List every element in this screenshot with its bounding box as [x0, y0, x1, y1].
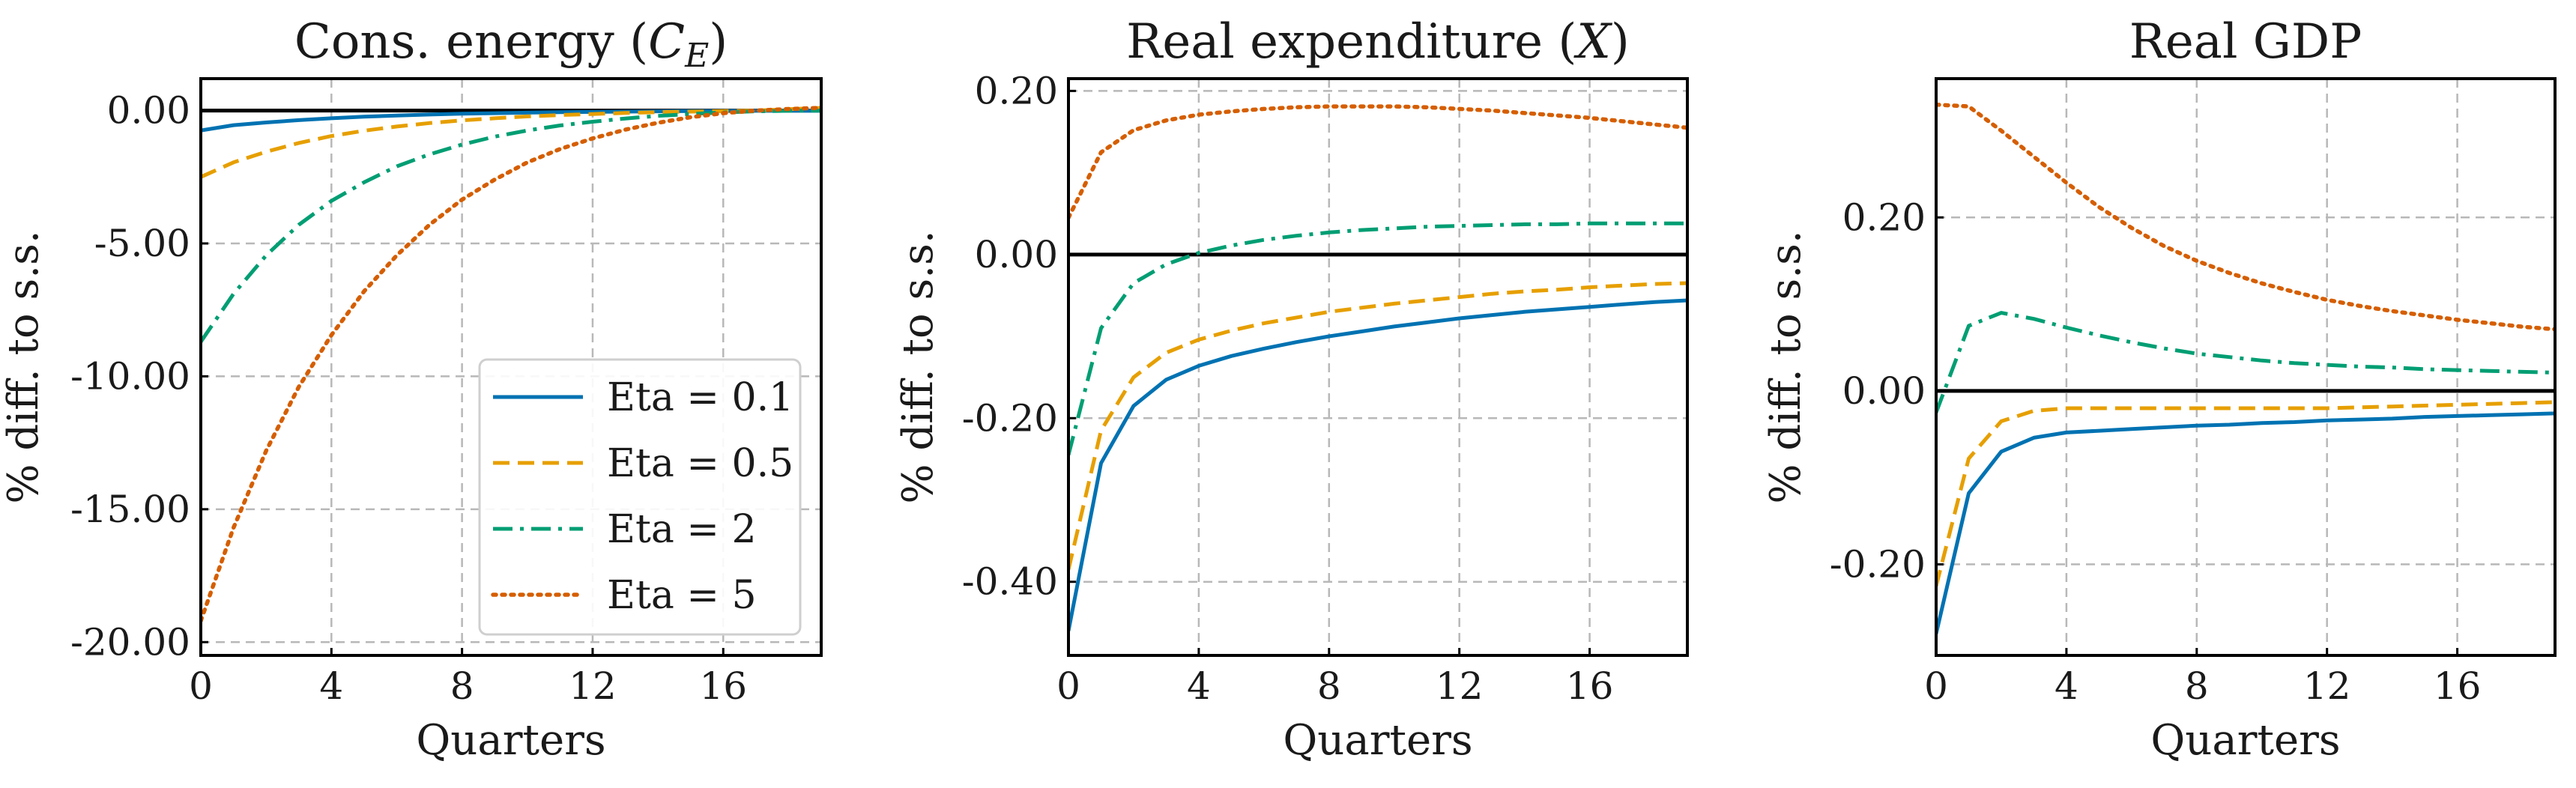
series-line-eta-0-5: [201, 106, 821, 179]
y-tick-label: 0.20: [1842, 196, 1926, 239]
x-tick-label: 16: [699, 664, 747, 708]
title-tail: ): [709, 14, 728, 70]
series-line-eta-5: [1068, 104, 1687, 220]
series-line-eta-0-5: [1936, 400, 2555, 587]
y-axis-label: % diff. to s.s.: [0, 230, 48, 503]
series-line-eta-2: [201, 109, 821, 343]
x-tick-label: 0: [1924, 664, 1948, 708]
y-tick-label: -15.00: [70, 488, 190, 531]
title-text: Real expenditure (: [1126, 14, 1576, 70]
axes-frame: [1067, 77, 1689, 657]
x-tick-label: 0: [1056, 664, 1080, 708]
chart-panel-1: 0 4 8 12 16 0.00 -5.00 -10.00 -15.00 -20.00 Quarte…: [0, 14, 823, 765]
series-line-eta-0-1: [1068, 298, 1687, 631]
y-tick-label: -10.00: [70, 354, 190, 398]
y-tick-label: -0.20: [962, 396, 1058, 440]
series-line-eta-0-1: [201, 109, 821, 133]
legend: Eta = 0.1 Eta = 0.5 Eta = 2 Eta = 5: [478, 358, 802, 636]
chart-title: Real expenditure (X): [1126, 14, 1630, 70]
axes-frame: [1935, 77, 2557, 657]
series-group: [1068, 104, 1687, 631]
title-symbol: X: [1573, 14, 1612, 70]
y-tick-label: 0.00: [975, 233, 1058, 276]
legend-box: [478, 358, 802, 636]
y-tick-label: -0.20: [1830, 542, 1926, 586]
x-axis-label: Quarters: [416, 716, 605, 765]
series-line-eta-2: [1068, 221, 1687, 456]
series-line-eta-5: [1936, 102, 2555, 332]
y-tick-label: -20.00: [70, 620, 190, 664]
x-tick-label: 8: [2185, 664, 2209, 708]
series-group: [1936, 102, 2555, 634]
y-tick-label: -5.00: [94, 222, 190, 265]
x-tick-label: 4: [2055, 664, 2078, 708]
series-line-eta-2: [1936, 311, 2555, 413]
x-tick-label: 8: [450, 664, 474, 708]
x-tick-label: 12: [2303, 664, 2351, 708]
y-tick-label: 0.20: [975, 69, 1058, 112]
series-group: [201, 106, 821, 623]
x-axis-label: Quarters: [1283, 716, 1472, 765]
x-tick-label: 12: [569, 664, 617, 708]
x-tick-label: 0: [189, 664, 213, 708]
x-tick-label: 12: [1436, 664, 1484, 708]
title-tail: ): [1611, 14, 1630, 70]
title-subscript: E: [684, 37, 709, 75]
legend-label: Eta = 2: [607, 507, 757, 552]
y-tick-label: 0.00: [107, 89, 190, 133]
chart-title: Cons. energy (CE): [294, 14, 728, 75]
title-text: Cons. energy (: [294, 14, 648, 70]
axes-frame: [199, 77, 823, 657]
y-axis-label: % diff. to s.s.: [894, 230, 943, 503]
series-line-eta-5: [201, 106, 821, 623]
legend-label: Eta = 0.5: [607, 441, 793, 486]
x-tick-label: 16: [1566, 664, 1614, 708]
legend-label: Eta = 5: [607, 573, 757, 618]
series-line-eta-0-1: [1936, 411, 2555, 634]
title-symbol: C: [648, 14, 685, 70]
x-tick-label: 8: [1317, 664, 1341, 708]
x-tick-label: 4: [319, 664, 343, 708]
x-axis-label: Quarters: [2150, 716, 2340, 765]
y-tick-label: -0.40: [962, 560, 1058, 604]
title-text: Real GDP: [2129, 14, 2362, 70]
y-axis-label: % diff. to s.s.: [1762, 230, 1810, 503]
series-line-eta-0-5: [1068, 281, 1687, 570]
y-tick-label: 0.00: [1842, 369, 1926, 413]
x-tick-label: 16: [2434, 664, 2482, 708]
chart-panel-2: 0 4 8 12 16 0.20 0.00 -0.20 -0.40 Quarters % diff.…: [894, 14, 1689, 765]
legend-label: Eta = 0.1: [607, 375, 793, 420]
chart-panel-3: 0 4 8 12 16 0.20 0.00 -0.20 Quarters % diff. to s…: [1762, 14, 2557, 765]
chart-title: Real GDP: [2129, 14, 2362, 70]
x-tick-label: 4: [1187, 664, 1211, 708]
